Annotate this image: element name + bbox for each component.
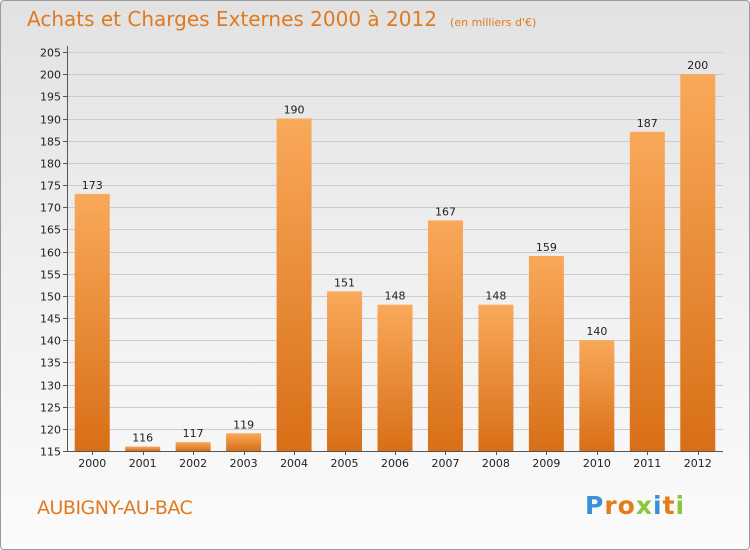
logo-letter: i — [675, 491, 686, 520]
commune-name: AUBIGNY-AU-BAC — [37, 497, 193, 519]
axes — [63, 46, 723, 455]
y-tick-label: 120 — [40, 424, 61, 437]
proxiti-logo[interactable]: Proxiti — [585, 491, 685, 520]
y-tick-label: 170 — [40, 202, 61, 215]
y-tick-label: 195 — [40, 91, 61, 104]
data-label: 119 — [233, 418, 254, 431]
data-label: 159 — [536, 241, 557, 254]
logo-letter: x — [635, 491, 653, 520]
data-label: 167 — [435, 205, 456, 218]
y-tick-label: 155 — [40, 269, 61, 282]
x-tick-label: 2006 — [381, 457, 409, 470]
bar — [528, 255, 564, 451]
bar — [276, 118, 312, 451]
data-label: 148 — [385, 290, 406, 303]
y-tick-label: 140 — [40, 335, 61, 348]
bar — [629, 131, 665, 452]
logo-letter: t — [662, 491, 676, 520]
title-row: Achats et Charges Externes 2000 à 2012 (… — [27, 7, 536, 31]
x-tick-label: 2007 — [431, 457, 459, 470]
bar — [579, 340, 615, 451]
y-tick-label: 165 — [40, 224, 61, 237]
logo-letter: o — [617, 491, 636, 520]
data-label: 148 — [485, 290, 506, 303]
chart-unit: (en milliers d'€) — [450, 16, 537, 29]
logo-letter: i — [653, 491, 663, 520]
x-tick-label: 2008 — [482, 457, 510, 470]
bar — [226, 433, 262, 451]
x-tick-label: 2012 — [684, 457, 712, 470]
bar — [175, 442, 211, 451]
bar — [125, 446, 161, 451]
y-tick-label: 205 — [40, 47, 61, 60]
y-tick-label: 200 — [40, 69, 61, 82]
y-tick-label: 130 — [40, 380, 61, 393]
y-tick-label: 115 — [40, 446, 61, 459]
x-tick-label: 2003 — [230, 457, 258, 470]
y-tick-label: 190 — [40, 114, 61, 127]
x-tick-label: 2002 — [179, 457, 207, 470]
y-tick-label: 180 — [40, 158, 61, 171]
x-tick-label: 2001 — [129, 457, 157, 470]
bar — [74, 193, 110, 451]
data-label: 140 — [586, 325, 607, 338]
y-tick-label: 135 — [40, 357, 61, 370]
chart-title: Achats et Charges Externes 2000 à 2012 — [27, 7, 437, 31]
y-tick-label: 175 — [40, 180, 61, 193]
logo-letter: P — [585, 491, 605, 520]
data-label: 117 — [183, 427, 204, 440]
data-label: 187 — [637, 117, 658, 130]
bars — [74, 74, 716, 452]
data-label: 173 — [82, 179, 103, 192]
x-tick-label: 2005 — [331, 457, 359, 470]
data-label: 116 — [132, 432, 153, 445]
x-tick-label: 2009 — [532, 457, 560, 470]
data-label: 190 — [284, 104, 305, 117]
labels: 115 120 125 130 135 140 145 150 155 160 165 170 175 1… — [40, 47, 712, 471]
data-label: 151 — [334, 276, 355, 289]
x-tick-label: 2010 — [583, 457, 611, 470]
y-tick-label: 145 — [40, 313, 61, 326]
bar — [377, 304, 413, 451]
x-tick-label: 2011 — [633, 457, 661, 470]
bar — [327, 291, 363, 451]
y-tick-label: 125 — [40, 402, 61, 415]
y-tick-label: 185 — [40, 136, 61, 149]
y-tick-label: 150 — [40, 291, 61, 304]
bar — [427, 220, 463, 451]
y-tick-label: 160 — [40, 247, 61, 260]
x-tick-label: 2000 — [78, 457, 106, 470]
data-label: 200 — [687, 59, 708, 72]
bar — [680, 74, 716, 452]
x-tick-label: 2004 — [280, 457, 308, 470]
logo-letter: r — [604, 491, 618, 520]
bar — [478, 304, 514, 451]
